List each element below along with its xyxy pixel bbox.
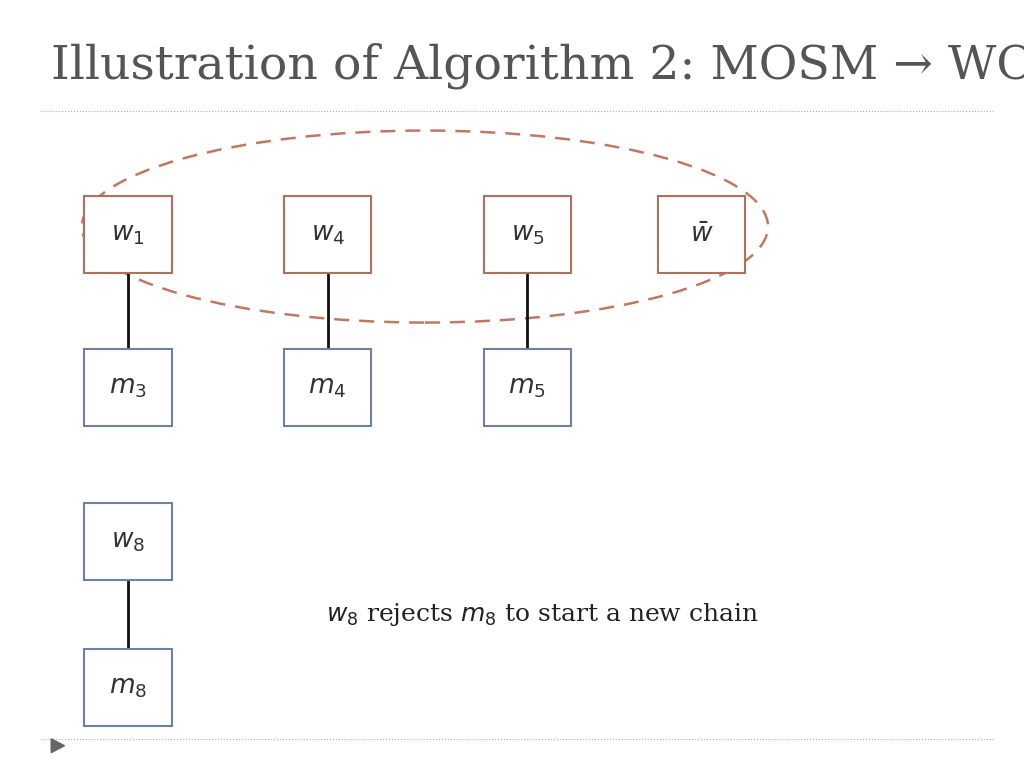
FancyBboxPatch shape: [84, 649, 171, 726]
FancyBboxPatch shape: [84, 503, 171, 580]
Text: $\bar{w}$: $\bar{w}$: [689, 222, 714, 247]
FancyBboxPatch shape: [285, 196, 372, 273]
Text: $m_3$: $m_3$: [109, 376, 147, 400]
FancyBboxPatch shape: [484, 349, 571, 426]
FancyBboxPatch shape: [84, 196, 171, 273]
FancyBboxPatch shape: [658, 196, 745, 273]
Text: Illustration of Algorithm 2: MOSM → WOSM: Illustration of Algorithm 2: MOSM → WOSM: [51, 42, 1024, 89]
Polygon shape: [51, 739, 65, 753]
Text: $w_4$: $w_4$: [310, 222, 345, 247]
FancyBboxPatch shape: [285, 349, 372, 426]
Text: $m_5$: $m_5$: [509, 376, 546, 400]
Text: $m_4$: $m_4$: [308, 376, 347, 400]
Text: $w_1$: $w_1$: [112, 222, 144, 247]
FancyBboxPatch shape: [484, 196, 571, 273]
Text: $m_8$: $m_8$: [109, 675, 147, 700]
Text: $w_8$: $w_8$: [111, 529, 145, 554]
FancyBboxPatch shape: [84, 349, 171, 426]
Text: $w_8$ rejects $m_8$ to start a new chain: $w_8$ rejects $m_8$ to start a new chain: [327, 601, 759, 628]
Text: $w_5$: $w_5$: [511, 222, 544, 247]
